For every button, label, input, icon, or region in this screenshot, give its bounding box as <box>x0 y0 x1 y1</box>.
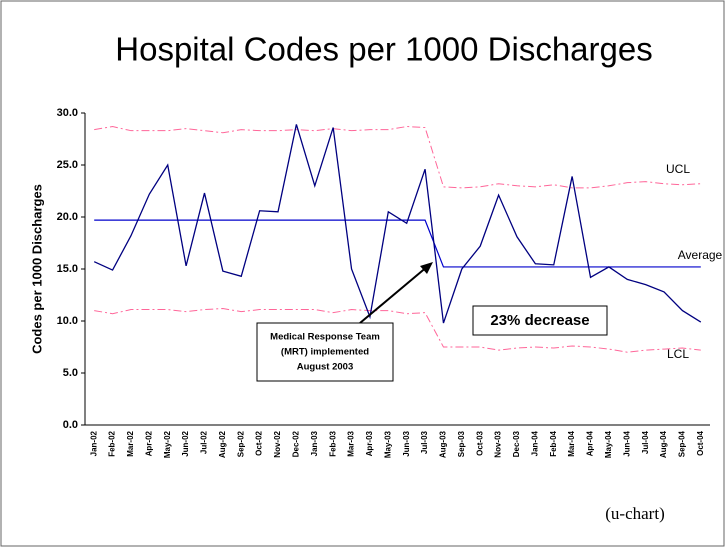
annotation: August 2003 <box>297 362 354 373</box>
annotation: Medical Response Team <box>270 332 380 343</box>
x-tick-label: Mar-03 <box>347 430 356 456</box>
y-axis-label: Codes per 1000 Discharges <box>29 184 44 354</box>
x-tick-label: Mar-04 <box>567 430 576 456</box>
arrow-shaft <box>359 265 429 324</box>
x-tick-label: Sep-03 <box>457 430 466 457</box>
control-line-label: UCL <box>666 162 690 176</box>
x-tick-label: Feb-02 <box>108 430 117 456</box>
x-tick-label: Jan-04 <box>530 430 539 456</box>
control-line <box>94 126 701 189</box>
x-tick-label: May-04 <box>604 430 613 458</box>
x-tick-label: Jan-02 <box>89 430 98 456</box>
x-tick-label: Jun-04 <box>622 430 631 456</box>
annotation-box <box>472 305 608 336</box>
y-tick-label: 25.0 <box>57 159 78 171</box>
annotation: (MRT) implemented <box>281 347 369 358</box>
x-tick-label: Apr-02 <box>144 430 153 456</box>
y-tick-label: 0.0 <box>63 419 78 431</box>
x-tick-label: Sep-04 <box>678 430 687 457</box>
control-line <box>94 219 701 268</box>
x-tick-label: Dec-02 <box>292 430 301 457</box>
y-tick-label: 20.0 <box>57 211 78 223</box>
x-tick-label: Apr-03 <box>365 430 374 456</box>
control-line-label: Average <box>678 248 723 262</box>
x-tick-label: Sep-02 <box>236 430 245 457</box>
x-tick-label: Mar-02 <box>126 430 135 456</box>
annotation-box <box>256 322 394 382</box>
y-tick-label: 5.0 <box>63 367 78 379</box>
x-tick-label: Jul-02 <box>200 430 209 454</box>
control-line <box>94 308 701 353</box>
x-tick-label: Oct-02 <box>255 430 264 455</box>
x-tick-label: Apr-04 <box>586 430 595 456</box>
x-tick-label: Jul-04 <box>641 430 650 454</box>
x-tick-label: Aug-02 <box>218 430 227 458</box>
x-tick-label: Jun-03 <box>402 430 411 456</box>
chart-note: (u-chart) <box>605 504 664 523</box>
x-tick-label: Dec-03 <box>512 430 521 457</box>
x-tick-label: Feb-03 <box>328 430 337 456</box>
x-tick-label: May-02 <box>163 430 172 458</box>
x-tick-label: Feb-04 <box>549 430 558 456</box>
x-tick-label: Jul-03 <box>420 430 429 454</box>
y-tick-label: 30.0 <box>57 107 78 119</box>
x-tick-label: Nov-02 <box>273 430 282 457</box>
x-tick-label: May-03 <box>383 430 392 458</box>
y-tick-label: 10.0 <box>57 315 78 327</box>
data-line <box>93 124 702 324</box>
annotation: 23% decrease <box>490 312 589 329</box>
x-tick-label: Jun-02 <box>181 430 190 456</box>
x-tick-label: Nov-03 <box>494 430 503 457</box>
x-tick-label: Aug-03 <box>439 430 448 458</box>
x-tick-label: Aug-04 <box>659 430 668 458</box>
x-tick-label: Jan-03 <box>310 430 319 456</box>
arrow-head <box>420 262 433 274</box>
control-line-label: LCL <box>667 347 689 361</box>
x-tick-label: Oct-03 <box>475 430 484 455</box>
chart-title: Hospital Codes per 1000 Discharges <box>115 31 652 68</box>
x-tick-label: Oct-04 <box>696 430 705 455</box>
y-tick-label: 15.0 <box>57 263 78 275</box>
